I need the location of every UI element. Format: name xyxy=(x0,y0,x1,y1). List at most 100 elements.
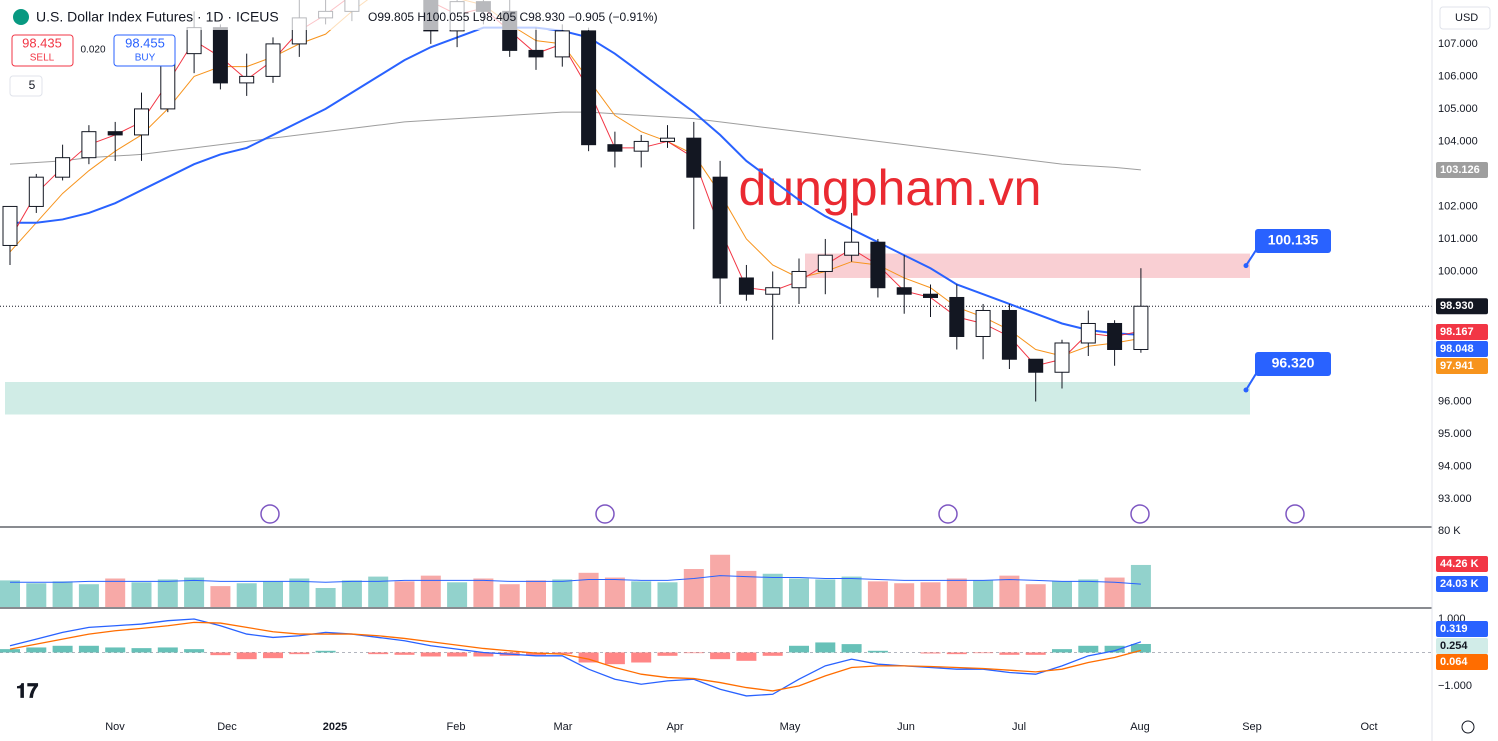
candle-body xyxy=(1080,322,1096,344)
volume-bar xyxy=(447,582,468,607)
price-tag xyxy=(1436,358,1488,374)
macd-histogram xyxy=(26,647,47,653)
price-tag-label: 0.064 xyxy=(1440,656,1468,668)
x-tick-label: Feb xyxy=(447,721,466,733)
currency: USD xyxy=(1455,12,1478,24)
volume-bar xyxy=(762,573,783,607)
candle-body xyxy=(134,108,149,136)
macd-histogram xyxy=(657,652,678,656)
volume-bar xyxy=(815,579,836,607)
x-tick-label: Jun xyxy=(897,721,915,733)
volume-bar xyxy=(894,583,915,607)
macd-histogram xyxy=(999,652,1020,655)
buy-button[interactable] xyxy=(113,34,176,67)
volume-bar xyxy=(26,583,47,607)
currency-button[interactable] xyxy=(1439,6,1491,30)
candle-body xyxy=(581,30,597,146)
callout-dot xyxy=(1243,263,1249,269)
macd-histogram xyxy=(1104,645,1125,653)
volume-bar xyxy=(236,583,257,607)
macd-histogram xyxy=(184,649,205,653)
settings-icon[interactable] xyxy=(1461,720,1475,734)
volume-bar xyxy=(1052,581,1072,607)
volume-bar xyxy=(526,580,546,607)
y-tick-label: 100.000 xyxy=(1438,265,1478,277)
macd-histogram xyxy=(526,652,546,656)
price-tag-label: 44.26 K xyxy=(1440,558,1479,570)
x-tick-label: Nov xyxy=(105,721,125,733)
volume-bar xyxy=(289,578,310,607)
macd-histogram xyxy=(1130,643,1151,653)
candle-body xyxy=(1133,305,1149,350)
y-tick-label: 80 K xyxy=(1438,525,1461,537)
volume-bar xyxy=(657,582,678,607)
interval: 5 xyxy=(29,78,36,92)
x-tick-label: Dec xyxy=(217,721,237,733)
macd-histogram xyxy=(289,652,310,655)
volume-bar xyxy=(368,576,389,607)
candle-body xyxy=(1001,309,1017,360)
x-tick-label: Aug xyxy=(1130,721,1150,733)
y-tick-label: 94.000 xyxy=(1438,460,1472,472)
volume-bar xyxy=(263,581,283,607)
candle-body xyxy=(712,176,728,279)
volume-bar xyxy=(736,570,757,607)
volume-bar xyxy=(973,580,994,607)
macd-histogram xyxy=(736,652,757,661)
macd-histogram xyxy=(1025,652,1046,655)
macd-histogram xyxy=(131,648,152,653)
volume-bar xyxy=(552,579,573,607)
macd-histogram xyxy=(52,645,73,653)
volume-bar xyxy=(604,577,625,607)
candle-body xyxy=(975,309,991,337)
volume-bar xyxy=(1104,577,1125,607)
candle-body xyxy=(1054,342,1070,373)
volume-bar xyxy=(315,588,336,607)
candle-body xyxy=(791,270,807,289)
volume-bar xyxy=(52,581,73,607)
macd-histogram xyxy=(78,645,99,653)
buy-label: BUY xyxy=(135,53,156,64)
macd-histogram xyxy=(394,652,415,655)
callout-label: 100.135 xyxy=(1268,232,1319,248)
candle-body xyxy=(239,75,255,84)
price-tag xyxy=(1436,298,1488,315)
price-tag-label: 98.048 xyxy=(1440,343,1474,355)
candle-body xyxy=(265,43,281,77)
x-tick-label: Sep xyxy=(1242,721,1262,733)
volume-bar xyxy=(184,577,205,607)
y-tick-label: 101.000 xyxy=(1438,233,1478,245)
ohlc: O99.805 H100.055 L98.405 C98.930 −0.905 … xyxy=(368,10,658,24)
watermark: dungpham.vn xyxy=(738,160,1041,216)
x-tick-label: May xyxy=(780,721,801,733)
candle-body xyxy=(55,157,71,178)
price-tag xyxy=(1436,576,1488,592)
candle-body xyxy=(949,296,965,337)
volume-bar xyxy=(1130,564,1151,607)
macd-histogram xyxy=(1078,645,1099,653)
macd-histogram xyxy=(0,649,20,653)
volume-bar xyxy=(420,575,441,607)
candle-body xyxy=(554,30,570,58)
volume-bar xyxy=(841,576,862,607)
callout-label: 96.320 xyxy=(1272,355,1315,371)
volume-bar xyxy=(683,569,704,607)
interval-button[interactable] xyxy=(9,75,43,97)
y-tick-label: 96.000 xyxy=(1438,395,1472,407)
x-tick-label: Mar xyxy=(554,721,573,733)
sell-label: SELL xyxy=(30,53,55,64)
y-tick-label: 104.000 xyxy=(1438,135,1478,147)
volume-bar xyxy=(0,580,20,607)
volume-bar xyxy=(789,578,809,607)
callout xyxy=(1255,352,1331,376)
candle-body xyxy=(107,131,123,136)
candle-body xyxy=(528,49,544,58)
candle-body xyxy=(633,140,649,152)
sell-button[interactable] xyxy=(11,34,74,67)
macd-histogram xyxy=(841,644,862,653)
moving-average xyxy=(10,26,1141,336)
candle-body xyxy=(686,137,702,178)
candle-body xyxy=(870,241,886,289)
volume-bar xyxy=(78,584,99,607)
volume-bar xyxy=(999,575,1020,607)
